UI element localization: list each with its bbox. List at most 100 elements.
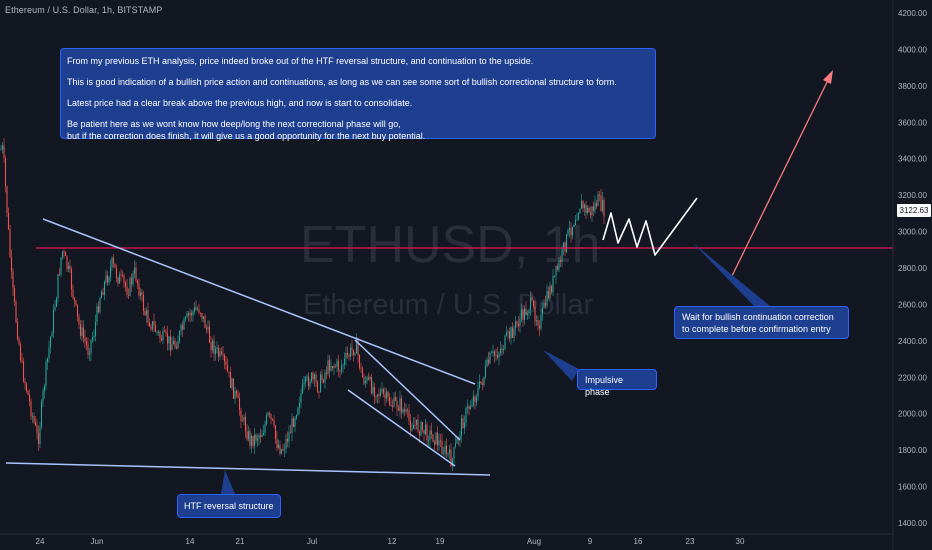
price-axis[interactable]: 4200.00 4000.00 3800.00 3600.00 3400.00 3200.… <box>892 0 927 550</box>
candle-bullish <box>288 432 290 442</box>
candle-bullish <box>448 449 451 454</box>
candle-bearish <box>408 410 410 421</box>
candle-bullish <box>459 435 461 440</box>
candle-bearish <box>414 424 416 426</box>
candle-bullish <box>261 434 263 438</box>
candle-bearish <box>4 158 7 187</box>
candle-bullish <box>303 382 305 385</box>
candle-bullish <box>510 327 512 339</box>
candle-bullish <box>295 414 298 419</box>
candle-bearish <box>378 394 380 396</box>
candle-bearish <box>550 286 553 293</box>
candle-bullish <box>108 277 110 283</box>
candle-bearish <box>244 416 247 432</box>
candle-bearish <box>138 283 140 296</box>
candle-bullish <box>52 309 55 333</box>
time-tick-label: Jul <box>307 537 317 546</box>
candle-bearish <box>511 327 514 338</box>
candle-bullish <box>385 391 388 399</box>
candle-bullish <box>505 332 508 336</box>
candle-bearish <box>3 145 5 159</box>
candle-bearish <box>223 355 226 362</box>
time-tick-label: Jun <box>91 537 104 546</box>
candle-bullish <box>234 391 236 399</box>
candle-bearish <box>547 291 550 299</box>
candle-bullish <box>51 332 53 337</box>
candle-bullish <box>118 274 121 284</box>
candle-bullish <box>216 347 218 349</box>
candle-bullish <box>568 228 571 230</box>
candle-bullish <box>100 291 103 299</box>
price-tick-label: 2400.00 <box>898 337 927 346</box>
candle-bullish <box>301 384 304 394</box>
symbol-title[interactable]: Ethereum / U.S. Dollar, 1h, BITSTAMP <box>5 5 163 15</box>
price-tick-label: 4200.00 <box>898 9 927 18</box>
candle-bullish <box>447 453 449 455</box>
candle-bearish <box>228 371 230 373</box>
candle-bullish <box>172 340 175 345</box>
candle-bearish <box>87 344 89 355</box>
candle-bullish <box>381 389 383 392</box>
candle-bearish <box>286 438 289 442</box>
candle-bullish <box>490 352 493 354</box>
candle-bearish <box>174 340 176 347</box>
candle-bullish <box>48 347 50 359</box>
candle-bullish <box>429 430 431 440</box>
candle-bullish <box>540 314 542 329</box>
candle-bullish <box>486 359 488 367</box>
candle-bearish <box>226 365 229 372</box>
candle-bullish <box>55 298 58 307</box>
candle-bearish <box>480 381 482 384</box>
candle-bullish <box>90 339 92 354</box>
candle-bullish <box>466 406 469 409</box>
candle-bearish <box>397 408 400 411</box>
candle-bearish <box>390 404 392 406</box>
candle-bullish <box>574 220 577 225</box>
channel-lower-line <box>347 389 456 467</box>
candle-bullish <box>507 331 509 333</box>
candle-bullish <box>94 321 97 336</box>
candle-bullish <box>552 276 554 293</box>
analysis-line-3: Latest price had a clear break above the… <box>67 98 413 108</box>
candle-bearish <box>34 422 37 426</box>
wait-correction-note[interactable]: Wait for bullish continuation correction… <box>674 306 849 339</box>
candle-bearish <box>273 419 275 426</box>
candle-bearish <box>432 434 434 442</box>
candle-bearish <box>312 372 314 380</box>
candle-bullish <box>253 434 256 446</box>
impulsive-phase-note[interactable]: Impulsive phase <box>577 369 657 397</box>
candle-bullish <box>513 328 515 338</box>
candle-bearish <box>241 420 244 422</box>
candle-bearish <box>18 339 20 345</box>
candle-bullish <box>280 449 283 454</box>
candle-bearish <box>307 376 310 387</box>
candle-bullish <box>40 401 43 427</box>
candle-bearish <box>37 432 40 444</box>
candle-bullish <box>333 366 335 369</box>
time-axis[interactable]: 24 Jun 14 21 Jul 12 19 Aug 9 16 23 30 <box>0 533 893 546</box>
candle-bearish <box>190 312 193 316</box>
candle-bullish <box>291 418 293 434</box>
candle-bullish <box>214 348 217 355</box>
candle-bullish <box>484 366 487 377</box>
candle-bearish <box>114 263 116 269</box>
candle-bullish <box>502 348 505 351</box>
candle-bullish <box>469 406 472 409</box>
candle-bearish <box>426 424 428 441</box>
candle-bearish <box>522 309 524 320</box>
candle-bearish <box>570 228 572 236</box>
htf-support-trendline <box>5 462 491 476</box>
candle-bearish <box>63 251 65 253</box>
analysis-note[interactable]: From my previous ETH analysis, price ind… <box>60 48 656 141</box>
candle-bearish <box>187 313 190 316</box>
candle-bullish <box>492 351 494 353</box>
htf-reversal-note[interactable]: HTF reversal structure <box>177 494 281 518</box>
candle-bullish <box>109 266 112 278</box>
candle-bullish <box>477 387 479 397</box>
candle-bullish <box>310 372 313 382</box>
candle-bullish <box>184 317 187 320</box>
candle-bearish <box>358 354 361 368</box>
candle-bearish <box>64 252 67 256</box>
candle-bullish <box>453 447 455 459</box>
